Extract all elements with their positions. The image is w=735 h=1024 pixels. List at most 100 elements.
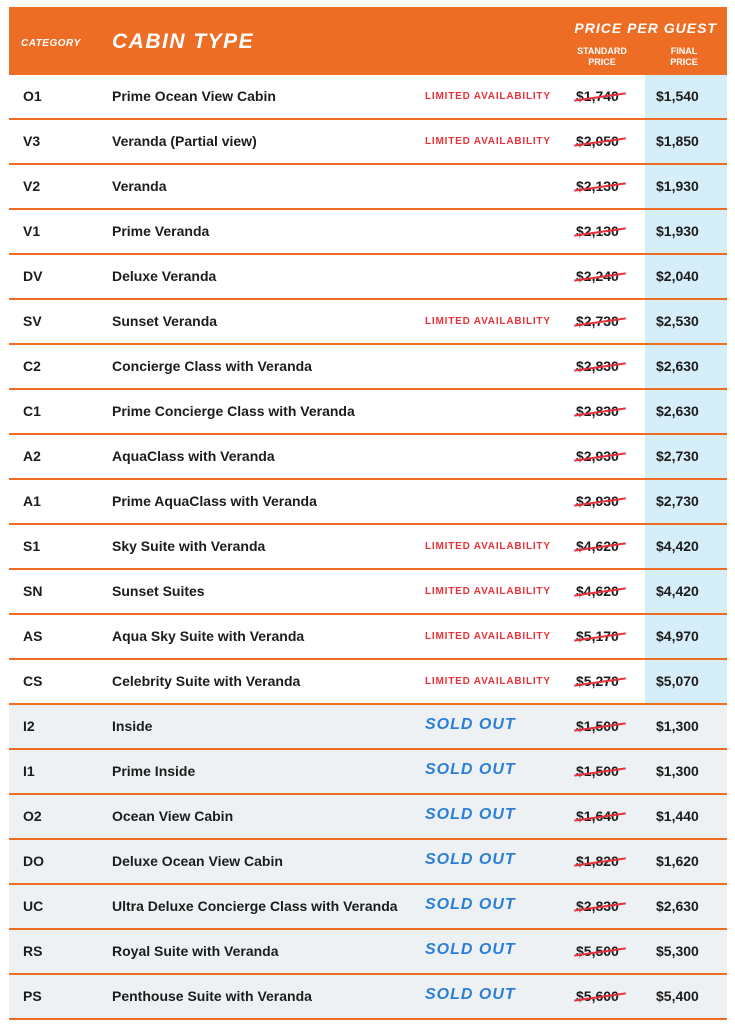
cabin-type-name: Veranda bbox=[112, 178, 167, 194]
sold-out-badge: SOLD OUT bbox=[425, 761, 516, 778]
category-code: V3 bbox=[23, 133, 41, 149]
final-price: $1,440 bbox=[656, 808, 699, 824]
final-price: $2,730 bbox=[656, 448, 699, 464]
cabin-type-name: Royal Suite with Veranda bbox=[112, 943, 279, 959]
cabin-type-name: Ultra Deluxe Concierge Class with Verand… bbox=[112, 898, 398, 914]
table-row: SV Sunset Veranda LIMITED AVAILABILITY $2,7… bbox=[9, 300, 727, 345]
standard-price: $2,830 bbox=[574, 403, 626, 419]
final-price: $4,970 bbox=[656, 628, 699, 644]
final-price: $2,530 bbox=[656, 313, 699, 329]
standard-price: $1,500 bbox=[574, 763, 626, 779]
standard-price: $2,930 bbox=[574, 493, 626, 509]
table-row: O2 Ocean View Cabin SOLD OUT $1,640 $1,440 bbox=[9, 795, 727, 840]
final-price: $4,420 bbox=[656, 583, 699, 599]
table-row: C2 Concierge Class with Veranda $2,830 $2,6… bbox=[9, 345, 727, 390]
limited-availability-badge: LIMITED AVAILABILITY bbox=[425, 676, 551, 687]
limited-availability-badge: LIMITED AVAILABILITY bbox=[425, 541, 551, 552]
final-price: $1,930 bbox=[656, 178, 699, 194]
standard-price: $4,620 bbox=[574, 538, 626, 554]
category-code: A2 bbox=[23, 448, 41, 464]
cabin-type-name: Deluxe Ocean View Cabin bbox=[112, 853, 283, 869]
cabin-type-header: CABIN TYPE bbox=[112, 30, 255, 53]
cabin-type-name: Prime Concierge Class with Veranda bbox=[112, 403, 355, 419]
category-code: DO bbox=[23, 853, 44, 869]
limited-availability-badge: LIMITED AVAILABILITY bbox=[425, 136, 551, 147]
sold-out-badge: SOLD OUT bbox=[425, 806, 516, 823]
table-row: A1 Prime AquaClass with Veranda $2,930 $2,7… bbox=[9, 480, 727, 525]
category-code: SV bbox=[23, 313, 42, 329]
cabin-type-name: Prime Ocean View Cabin bbox=[112, 88, 276, 104]
table-row: S1 Sky Suite with Veranda LIMITED AVAILABI… bbox=[9, 525, 727, 570]
category-code: I1 bbox=[23, 763, 35, 779]
category-code: CS bbox=[23, 673, 43, 689]
table-row: CS Celebrity Suite with Veranda LIMITED AV… bbox=[9, 660, 727, 705]
limited-availability-badge: LIMITED AVAILABILITY bbox=[425, 631, 551, 642]
final-price: $1,540 bbox=[656, 88, 699, 104]
table-row: A2 AquaClass with Veranda $2,930 $2,730 bbox=[9, 435, 727, 480]
cabin-type-name: Celebrity Suite with Veranda bbox=[112, 673, 301, 689]
category-code: O2 bbox=[23, 808, 42, 824]
category-code: C2 bbox=[23, 358, 41, 374]
standard-price: $1,500 bbox=[574, 718, 626, 734]
table-row: V2 Veranda $2,130 $1,930 bbox=[9, 165, 727, 210]
limited-availability-badge: LIMITED AVAILABILITY bbox=[425, 316, 551, 327]
final-price: $5,400 bbox=[656, 988, 699, 1004]
table-row: SN Sunset Suites LIMITED AVAILABILITY $4,62… bbox=[9, 570, 727, 615]
final-price: $5,070 bbox=[656, 673, 699, 689]
final-price: $2,040 bbox=[656, 268, 699, 284]
table-row: C1 Prime Concierge Class with Veranda $2,8… bbox=[9, 390, 727, 435]
table-row: UC Ultra Deluxe Concierge Class with Vera… bbox=[9, 885, 727, 930]
limited-availability-badge: LIMITED AVAILABILITY bbox=[425, 91, 551, 102]
standard-price: $5,170 bbox=[574, 628, 626, 644]
table-row: V3 Veranda (Partial view) LIMITED AVAILABI… bbox=[9, 120, 727, 165]
standard-price: $5,270 bbox=[574, 673, 626, 689]
final-price: $4,420 bbox=[656, 538, 699, 554]
table-row: DO Deluxe Ocean View Cabin SOLD OUT $1,820 $… bbox=[9, 840, 727, 885]
standard-price: $2,830 bbox=[574, 358, 626, 374]
standard-price: $2,930 bbox=[574, 448, 626, 464]
cabin-type-name: Sky Suite with Veranda bbox=[112, 538, 266, 554]
table-row: AS Aqua Sky Suite with Veranda LIMITED AVA… bbox=[9, 615, 727, 660]
table-row: I1 Prime Inside SOLD OUT $1,500 $1,300 bbox=[9, 750, 727, 795]
cabin-type-name: AquaClass with Veranda bbox=[112, 448, 275, 464]
cabin-type-name: Ocean View Cabin bbox=[112, 808, 234, 824]
category-code: RS bbox=[23, 943, 43, 959]
table-row: DV Deluxe Veranda $2,240 $2,040 bbox=[9, 255, 727, 300]
category-code: I2 bbox=[23, 718, 35, 734]
standard-price: $2,730 bbox=[574, 313, 626, 329]
cabin-type-name: Sunset Veranda bbox=[112, 313, 218, 329]
cabin-type-name: Sunset Suites bbox=[112, 583, 205, 599]
standard-price: $1,820 bbox=[574, 853, 626, 869]
cabin-table: O1 Prime Ocean View Cabin LIMITED AVAILABI… bbox=[9, 75, 727, 1020]
category-code: DV bbox=[23, 268, 43, 284]
table-row: I2 Inside SOLD OUT $1,500 $1,300 bbox=[9, 705, 727, 750]
sold-out-badge: SOLD OUT bbox=[425, 986, 516, 1003]
table-row: PS Penthouse Suite with Veranda SOLD OUT $5… bbox=[9, 975, 727, 1020]
category-code: C1 bbox=[23, 403, 41, 419]
final-price: $1,930 bbox=[656, 223, 699, 239]
cabin-type-name: Prime Inside bbox=[112, 763, 196, 779]
final-price: $2,730 bbox=[656, 493, 699, 509]
table-row: RS Royal Suite with Veranda SOLD OUT $5,500… bbox=[9, 930, 727, 975]
final-price: $2,630 bbox=[656, 898, 699, 914]
standard-price-header: STANDARD PRICE bbox=[577, 46, 627, 67]
category-code: AS bbox=[23, 628, 43, 644]
category-code: PS bbox=[23, 988, 42, 1004]
sold-out-badge: SOLD OUT bbox=[425, 716, 516, 733]
category-code: S1 bbox=[23, 538, 41, 554]
category-code: A1 bbox=[23, 493, 41, 509]
final-price: $2,630 bbox=[656, 358, 699, 374]
standard-price: $4,620 bbox=[574, 583, 626, 599]
table-row: V1 Prime Veranda $2,130 $1,930 bbox=[9, 210, 727, 255]
cabin-type-name: Inside bbox=[112, 718, 153, 734]
category-code: V1 bbox=[23, 223, 41, 239]
standard-price: $1,640 bbox=[574, 808, 626, 824]
standard-price: $2,240 bbox=[574, 268, 626, 284]
category-code: UC bbox=[23, 898, 44, 914]
final-price: $5,300 bbox=[656, 943, 699, 959]
standard-price: $5,600 bbox=[574, 988, 626, 1004]
category-header: CATEGORY bbox=[21, 38, 81, 49]
standard-price: $2,130 bbox=[574, 178, 626, 194]
category-code: O1 bbox=[23, 88, 42, 104]
